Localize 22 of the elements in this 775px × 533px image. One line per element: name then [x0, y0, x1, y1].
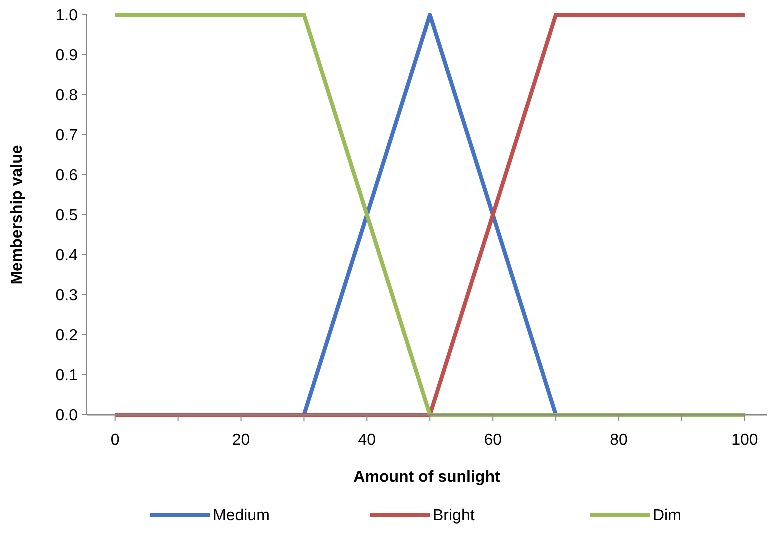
y-tick-label: 0.6 [56, 168, 78, 185]
legend-label: Dim [653, 508, 682, 525]
y-tick-label: 0.4 [56, 248, 78, 265]
y-tick-label: 0.5 [56, 208, 78, 225]
y-tick-label: 0.8 [56, 88, 78, 105]
x-tick-label: 100 [732, 432, 758, 449]
x-axis-title: Amount of sunlight [354, 469, 501, 486]
y-tick-label: 0.1 [56, 368, 78, 385]
legend-label: Bright [433, 508, 476, 525]
y-tick-label: 0.3 [56, 288, 78, 305]
x-tick-label: 80 [610, 432, 628, 449]
y-tick-label: 1.0 [56, 8, 78, 25]
x-tick-label: 60 [484, 432, 502, 449]
y-tick-label: 0.9 [56, 48, 78, 65]
y-axis-title: Membership value [9, 145, 26, 285]
x-tick-label: 0 [110, 432, 120, 449]
x-tick-label: 20 [232, 432, 250, 449]
y-tick-label: 0.2 [56, 328, 78, 345]
legend-label: Medium [213, 508, 270, 525]
y-tick-label: 0.0 [56, 408, 78, 425]
x-tick-label: 40 [358, 432, 376, 449]
y-tick-label: 0.7 [56, 128, 78, 145]
